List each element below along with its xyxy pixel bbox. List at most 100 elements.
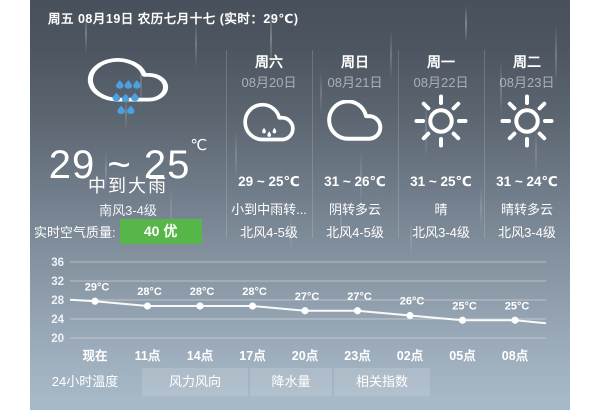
forecast-temp: 31 ~ 26℃ bbox=[324, 174, 386, 189]
cloud-icon bbox=[327, 100, 383, 141]
forecast-temp: 31 ~ 25℃ bbox=[410, 174, 472, 189]
forecast-column: 周六 08月20日 bbox=[226, 0, 312, 250]
chart-point-label: 26°C bbox=[400, 296, 425, 308]
x-axis-label: 08点 bbox=[502, 348, 529, 363]
header-date-line: 周五 08月19日 农历七月十七 (实时：29℃) bbox=[48, 12, 299, 26]
y-axis-tick: 32 bbox=[51, 276, 64, 288]
chart-point bbox=[301, 307, 309, 315]
air-quality-label: 实时空气质量: bbox=[34, 225, 116, 240]
current-temp-value: 29 ~ 25 bbox=[48, 143, 191, 187]
rain-cloud-icon bbox=[243, 102, 295, 142]
rain-streak bbox=[410, 220, 412, 255]
rain-streak bbox=[270, 8, 272, 68]
rain-streak bbox=[425, 100, 427, 160]
rain-streak bbox=[500, 60, 502, 115]
forecast-icon bbox=[226, 92, 312, 150]
chart-point bbox=[91, 297, 99, 305]
forecast-icon bbox=[484, 92, 570, 150]
chart-point bbox=[406, 311, 414, 320]
forecast-condition: 晴转多云 bbox=[500, 202, 553, 217]
current-wind: 南风3-4级 bbox=[99, 203, 157, 218]
forecast-condition: 小到中雨转... bbox=[231, 202, 307, 217]
forecast-condition: 晴 bbox=[434, 202, 448, 217]
rain-streak bbox=[290, 215, 292, 250]
chart-point bbox=[353, 307, 362, 315]
x-axis-label: 现在 bbox=[82, 348, 107, 363]
forecast-column: 周日 08月21日 bbox=[312, 0, 398, 250]
sun-icon bbox=[500, 94, 554, 148]
chart-point-label: 25°C bbox=[505, 300, 530, 312]
y-axis-tick: 36 bbox=[51, 257, 64, 269]
forecast-temp: 31 ~ 24℃ bbox=[496, 174, 558, 189]
chart-point-label: 28°C bbox=[137, 286, 162, 298]
air-quality-badge: 40 优 bbox=[119, 219, 202, 244]
chart-point-label: 28°C bbox=[242, 286, 267, 298]
rain-streak bbox=[320, 70, 322, 115]
forecast-day: 周六 bbox=[255, 54, 283, 70]
forecast-wind: 北风3-4级 bbox=[412, 225, 470, 240]
chart-point bbox=[143, 302, 152, 310]
rain-streak bbox=[170, 190, 172, 228]
tab-precipitation[interactable]: 降水量 bbox=[250, 368, 332, 396]
forecast-date: 08月21日 bbox=[327, 75, 383, 90]
bottom-strip bbox=[30, 396, 570, 410]
forecast-day: 周日 bbox=[341, 54, 369, 70]
forecast-column: 周二 08月23日 bbox=[484, 0, 570, 250]
rain-streak bbox=[85, 12, 87, 54]
rain-streak bbox=[465, 5, 467, 43]
y-axis-tick: 28 bbox=[51, 295, 64, 307]
forecast-date: 08月20日 bbox=[241, 75, 297, 90]
current-condition: 中到大雨 bbox=[88, 176, 168, 196]
forecast-date: 08月22日 bbox=[413, 75, 469, 90]
rain-streak bbox=[140, 55, 142, 110]
current-temp-range: 29 ~ 25℃ bbox=[30, 124, 226, 187]
chart-point-label: 27°C bbox=[347, 291, 372, 303]
weather-widget: 周五 08月19日 农历七月十七 (实时：29℃) bbox=[30, 0, 570, 410]
y-axis-tick: 20 bbox=[51, 333, 64, 345]
forecast-columns: 周六 08月20日 bbox=[226, 0, 570, 250]
chart-point bbox=[458, 316, 467, 324]
forecast-day: 周一 bbox=[427, 54, 455, 70]
x-axis-label: 20点 bbox=[292, 348, 319, 363]
rain-streak bbox=[535, 130, 537, 175]
hourly-chart: 20 24 28 32 36 29°C 现在 28°C 11点 28°C 14点 28°C 17点 27°… bbox=[51, 257, 547, 363]
current-conditions-panel: 29 ~ 25℃ 中到大雨 南风3-4级 实时空气质量: 40 优 bbox=[30, 0, 226, 250]
forecast-icon bbox=[398, 92, 484, 150]
chart-point-label: 29°C bbox=[85, 281, 110, 293]
rain-streak bbox=[195, 20, 197, 68]
chart-point bbox=[511, 316, 519, 324]
forecast-column: 周一 08月22日 bbox=[398, 0, 484, 250]
tab-hourly-temp[interactable]: 24小时温度 bbox=[51, 374, 119, 389]
chart-point bbox=[248, 302, 257, 310]
forecast-date: 08月23日 bbox=[499, 75, 555, 90]
x-axis-label: 05点 bbox=[449, 348, 476, 363]
x-axis-label: 11点 bbox=[135, 348, 161, 363]
chart-tab-bar: 24小时温度 风力风向 降水量 相关指数 bbox=[30, 368, 570, 396]
forecast-wind: 北风3-4级 bbox=[498, 225, 556, 240]
tab-wind[interactable]: 风力风向 bbox=[142, 368, 248, 396]
rain-drops bbox=[112, 80, 141, 115]
sun-icon bbox=[414, 94, 468, 148]
rain-streak bbox=[235, 130, 237, 180]
rain-streak bbox=[340, 200, 342, 240]
x-axis-label: 02点 bbox=[397, 348, 424, 363]
rain-streak bbox=[105, 150, 107, 190]
x-axis-label: 23点 bbox=[344, 348, 371, 363]
x-axis-label: 17点 bbox=[239, 348, 266, 363]
chart-point-label: 25°C bbox=[452, 300, 477, 312]
chart-point bbox=[196, 302, 204, 310]
chart-point-label: 28°C bbox=[190, 286, 215, 298]
forecast-wind: 北风4-5级 bbox=[240, 225, 298, 240]
chart-point-label: 27°C bbox=[295, 291, 320, 303]
heavy-rain-icon bbox=[30, 50, 226, 122]
forecast-temp: 29 ~ 25℃ bbox=[238, 174, 300, 189]
x-axis-label: 14点 bbox=[187, 348, 214, 363]
y-axis-tick: 24 bbox=[51, 314, 64, 326]
forecast-day: 周二 bbox=[513, 54, 541, 70]
forecast-wind: 北风4-5级 bbox=[326, 225, 384, 240]
tab-indices[interactable]: 相关指数 bbox=[334, 368, 430, 396]
forecast-condition: 阴转多云 bbox=[328, 202, 381, 217]
current-temp-unit: ℃ bbox=[190, 137, 208, 154]
forecast-icon bbox=[312, 92, 398, 150]
